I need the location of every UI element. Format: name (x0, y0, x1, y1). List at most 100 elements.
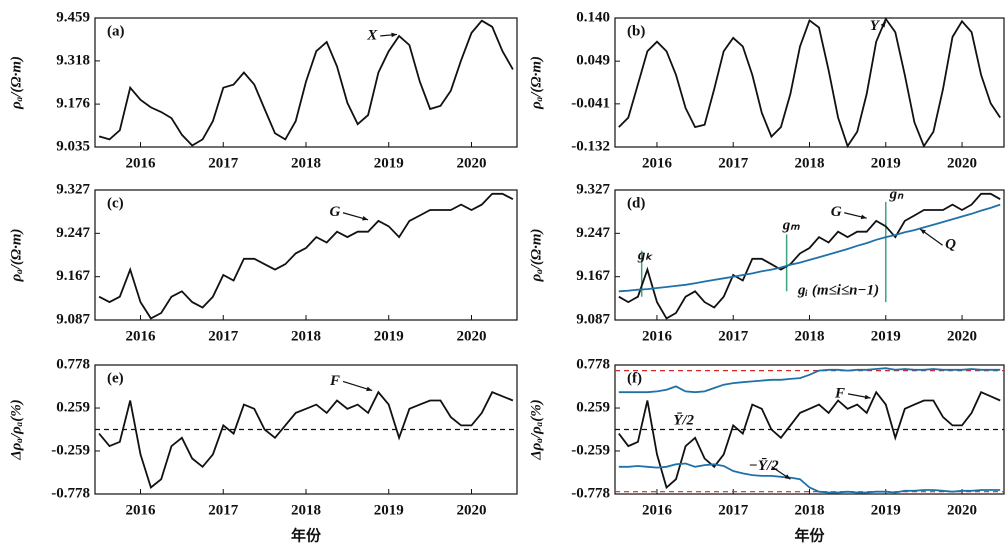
y-tick-label: -0.259 (571, 442, 610, 458)
annotation: gₖ (637, 248, 654, 264)
x-tick-label: 2016 (126, 502, 157, 518)
y-tick-label: 0.778 (576, 356, 610, 372)
y-tick-label: 9.087 (576, 311, 610, 327)
arrow-head (860, 214, 867, 220)
x-tick-label: 2017 (718, 328, 749, 344)
y-tick-label: -0.259 (51, 442, 90, 458)
arrow-head (784, 474, 791, 480)
x-tick-label: 2020 (456, 155, 486, 171)
arrow-head (864, 394, 871, 400)
x-tick-label: 2019 (871, 502, 901, 518)
y-axis-label: ρₐ/(Ω·m) (8, 229, 24, 283)
series-label: G (330, 204, 341, 220)
y-tick-label: 9.247 (56, 225, 90, 241)
y-axis-label: ρₐ/(Ω·m) (528, 229, 544, 283)
y-tick-label: 9.167 (56, 268, 90, 284)
x-tick-label: 2017 (208, 155, 239, 171)
series-line (618, 17, 1001, 149)
x-tick-label: 2018 (795, 155, 825, 171)
y-tick-label: -0.041 (571, 95, 610, 111)
x-axis-label: 年份 (794, 527, 825, 545)
panel-label: (f) (627, 370, 642, 386)
arrow-head (880, 21, 886, 28)
y-tick-label: 9.459 (56, 9, 90, 25)
panel-label: (a) (107, 23, 125, 39)
x-tick-label: 2018 (291, 328, 321, 344)
plot-frame (94, 189, 518, 321)
series-label: −Ȳ/2 (749, 458, 779, 474)
x-tick-label: 2020 (947, 155, 977, 171)
series-label: Ȳ/2 (673, 413, 694, 429)
x-tick-label: 2020 (947, 328, 977, 344)
series-label: F (834, 385, 845, 401)
y-tick-label: 0.259 (56, 399, 90, 415)
series-line (98, 390, 514, 490)
y-tick-label: 9.327 (56, 181, 90, 197)
arrow-head (391, 32, 398, 38)
x-tick-label: 2019 (374, 502, 404, 518)
x-tick-label: 2016 (642, 155, 673, 171)
panel-label: (b) (627, 23, 645, 39)
y-tick-label: 9.035 (56, 138, 90, 154)
annotation: gₘ (782, 218, 801, 234)
panel-label: (e) (107, 370, 124, 386)
x-tick-label: 2019 (374, 328, 404, 344)
series-line (618, 367, 1001, 394)
y-tick-label: -0.778 (571, 485, 610, 501)
y-tick-label: 9.247 (576, 225, 610, 241)
series-label: Y (870, 18, 881, 34)
x-tick-label: 2020 (947, 502, 977, 518)
y-tick-label: 9.167 (576, 268, 610, 284)
arrow-head (366, 386, 373, 392)
y-tick-label: 0.259 (576, 399, 610, 415)
y-axis-label: Δρₐ/ρₐ(%) (528, 399, 544, 461)
x-tick-label: 2016 (642, 502, 673, 518)
y-tick-label: 9.087 (56, 311, 90, 327)
y-axis-label: ρₐ/(Ω·m) (528, 56, 544, 110)
plot-frame (614, 17, 1005, 148)
y-tick-label: -0.778 (51, 485, 90, 501)
annotation: gᵢ (m≤i≤n−1) (797, 283, 879, 299)
x-tick-label: 2017 (208, 502, 239, 518)
y-axis-label: Δρₐ/ρₐ(%) (8, 399, 24, 461)
y-tick-label: 0.778 (56, 356, 90, 372)
series-line (618, 462, 1001, 494)
series-line (618, 192, 1001, 320)
series-line (98, 19, 514, 147)
y-tick-label: 9.318 (56, 52, 90, 68)
series-label: G (831, 204, 842, 220)
y-tick-label: 9.327 (576, 181, 610, 197)
x-tick-label: 2020 (456, 328, 486, 344)
x-tick-label: 2019 (871, 155, 901, 171)
x-tick-label: 2018 (795, 328, 825, 344)
x-tick-label: 2016 (126, 155, 157, 171)
annotation: gₙ (889, 186, 905, 202)
series-label: F (329, 373, 340, 389)
y-tick-label: 0.049 (576, 53, 610, 69)
panel-label: (d) (627, 195, 645, 211)
x-tick-label: 2019 (374, 155, 404, 171)
x-tick-label: 2017 (718, 155, 749, 171)
series-line (618, 203, 1001, 293)
series-label: Q (945, 237, 956, 253)
y-tick-label: -0.132 (571, 138, 610, 154)
series-line (618, 390, 1001, 490)
panel-label: (c) (107, 195, 124, 211)
x-tick-label: 2018 (795, 502, 825, 518)
x-tick-label: 2017 (718, 502, 749, 518)
y-tick-label: 0.140 (576, 9, 610, 25)
arrow-head (920, 229, 926, 235)
series-line (98, 192, 514, 320)
x-tick-label: 2018 (291, 502, 321, 518)
arrow-head (362, 216, 369, 221)
x-tick-label: 2017 (208, 328, 239, 344)
x-tick-label: 2016 (642, 328, 673, 344)
x-tick-label: 2016 (126, 328, 157, 344)
x-axis-label: 年份 (291, 527, 322, 545)
y-axis-label: ρₐ/(Ω·m) (8, 56, 24, 110)
series-label: X (366, 27, 378, 43)
x-tick-label: 2020 (456, 502, 486, 518)
x-tick-label: 2018 (291, 155, 321, 171)
y-tick-label: 9.176 (56, 96, 90, 112)
